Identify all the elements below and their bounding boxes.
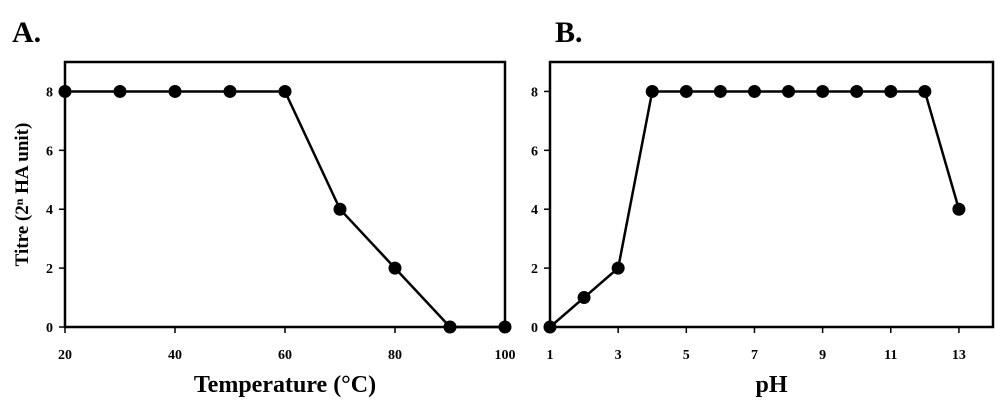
series-line [65, 90, 505, 329]
series-line [549, 90, 961, 328]
data-point [816, 84, 830, 98]
x-tick-label: 13 [952, 348, 966, 363]
data-point [443, 320, 457, 334]
y-tick-label: 8 [531, 85, 538, 100]
x-tick-label: 5 [683, 348, 690, 363]
data-point [611, 261, 625, 275]
x-tick-label: 7 [751, 348, 758, 363]
data-point [577, 291, 591, 305]
data-point [388, 261, 402, 275]
data-point [679, 84, 693, 98]
y-tick-label: 4 [46, 203, 53, 218]
y-tick-label: 2 [46, 262, 53, 277]
x-tick-label: 1 [547, 348, 554, 363]
x-tick-label: 40 [168, 348, 182, 363]
y-tick-label: 8 [46, 85, 53, 100]
plot-frame [63, 60, 507, 329]
x-tick-label: 80 [388, 348, 402, 363]
y-tick-label: 0 [46, 321, 53, 336]
y-tick-label: 6 [46, 144, 53, 159]
y-tick-label: 0 [531, 321, 538, 336]
plot-frame [548, 60, 995, 329]
data-point [58, 84, 72, 98]
data-point [782, 84, 796, 98]
data-point [884, 84, 898, 98]
x-tick-label: 20 [58, 348, 72, 363]
x-tick-label: 11 [884, 348, 897, 363]
data-point [223, 84, 237, 98]
panel-label: B. [555, 16, 583, 49]
x-axis-title: pH [755, 372, 787, 398]
panel-a-chart: A. 0 2 4 6 8 20 40 60 80 100 Temperature (°C) Titre … [12, 16, 516, 398]
data-point [713, 84, 727, 98]
data-point [952, 202, 966, 216]
data-point [645, 84, 659, 98]
data-point [113, 84, 127, 98]
data-point [278, 84, 292, 98]
y-axis-title: Titre (2ⁿ HA unit) [12, 123, 33, 267]
x-tick-label: 60 [278, 348, 292, 363]
x-tick-label: 100 [495, 348, 516, 363]
x-tick-label: 3 [615, 348, 622, 363]
x-axis-title: Temperature (°C) [194, 372, 376, 398]
y-tick-label: 6 [531, 144, 538, 159]
data-point [850, 84, 864, 98]
data-point [918, 84, 932, 98]
panel-label: A. [12, 16, 41, 49]
data-point [168, 84, 182, 98]
data-point [747, 84, 761, 98]
data-point [498, 320, 512, 334]
x-tick-label: 9 [819, 348, 826, 363]
y-tick-label: 2 [531, 262, 538, 277]
data-point [333, 202, 347, 216]
data-point [543, 320, 557, 334]
y-tick-label: 4 [531, 203, 538, 218]
